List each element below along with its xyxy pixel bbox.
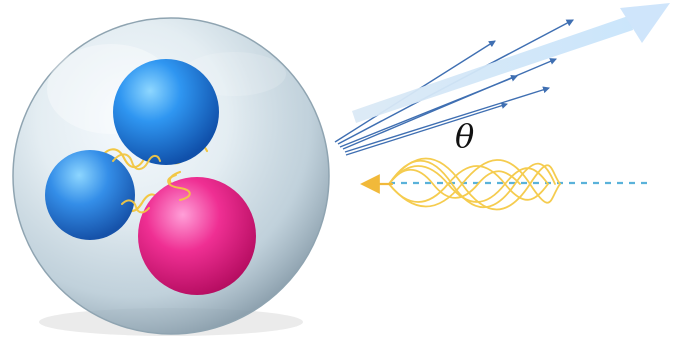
pink-atom [138, 177, 256, 295]
angle-label: θ [455, 117, 474, 155]
scattered-rays [334, 19, 574, 156]
incident-wave [360, 157, 561, 211]
front-springs [112, 153, 191, 214]
wide-scatter-arrow [352, 3, 670, 123]
blue-atom-left [45, 150, 135, 240]
scattered-ray-6 [345, 102, 508, 156]
scattered-ray-5 [344, 86, 551, 153]
blue-atom-top [113, 59, 219, 165]
atoms [45, 59, 256, 295]
scattered-ray-4 [342, 58, 557, 150]
